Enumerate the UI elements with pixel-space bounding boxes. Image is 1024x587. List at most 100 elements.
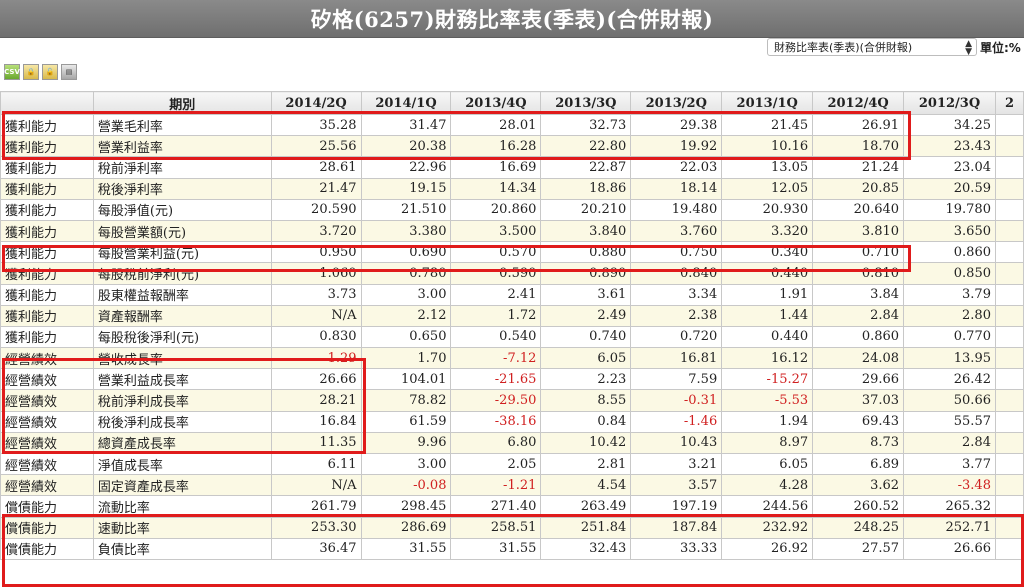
table-cell: -0.31 [630,389,723,412]
table-cell: 1.44 [721,304,814,327]
table-cell: 0.84 [540,410,632,433]
row-category: 獲利能力 [0,113,94,137]
table-row: 經營績效 營收成長率 -1.29 1.70 -7.12 6.05 16.81 16.12 24.… [0,347,1024,370]
page-title: 矽格(6257)財務比率表(季表)(合併財報) [310,6,714,32]
table-cell: 31.47 [360,113,452,137]
row-item-label: 每股稅前淨利(元) [92,262,272,285]
table-cell: 4.54 [540,474,632,497]
table-cell: 22.96 [360,156,452,179]
table-cell: 2.49 [540,304,632,327]
table-cell: 3.720 [270,219,362,243]
table-cell: 1.94 [721,410,814,433]
row-item-label: 每股營業額(元) [92,219,272,243]
lock-icon[interactable]: 🔒 [23,64,39,80]
header-period-col: 2012/3Q [903,91,996,115]
table-cell: 0.890 [540,262,632,285]
row-category: 經營績效 [0,347,94,370]
table-cell: 2.84 [812,304,905,327]
table-cell: 61.59 [360,410,452,433]
table-cell: 29.38 [630,113,723,137]
table-row: 獲利能力 每股營業額(元) 3.720 3.380 3.500 3.840 3.760 3.3… [0,219,1024,243]
table-cell: 26.42 [903,368,996,391]
table-cell-empty [994,410,1024,433]
table-cell: 1.91 [721,283,814,306]
table-cell: 3.77 [903,452,996,476]
table-cell: -38.16 [450,410,542,433]
table-cell: 0.440 [721,262,814,285]
table-cell: 2.80 [903,304,996,327]
table-cell-empty [994,262,1024,285]
table-row: 獲利能力 每股稅前淨利(元) 1.060 0.780 0.590 0.890 0.840 0.… [0,262,1024,285]
table-cell: 69.43 [812,410,905,433]
table-cell-empty [994,113,1024,137]
table-cell: 23.04 [903,156,996,179]
table-cell: 26.92 [721,537,814,560]
table-row: 獲利能力 每股稅後淨利(元) 0.830 0.650 0.540 0.740 0.720 0.… [0,325,1024,349]
table-cell: 0.850 [903,262,996,285]
table-cell: 0.590 [450,262,542,285]
report-type-select[interactable]: 財務比率表(季表)(合併財報) ▲ ▼ [767,38,977,57]
table-cell-empty [994,156,1024,179]
row-item-label: 營業利益率 [92,135,272,158]
row-item-label: 每股稅後淨利(元) [92,325,272,349]
row-item-label: 固定資產成長率 [92,474,272,497]
table-row: 獲利能力 每股淨值(元) 20.590 21.510 20.860 20.210 19.48… [0,198,1024,221]
table-cell: 1.72 [450,304,542,327]
table-cell-empty [994,516,1024,539]
table-cell: 2.84 [903,431,996,455]
header-category [0,91,94,115]
row-category: 經營績效 [0,474,94,497]
select-arrow-icon: ▲ ▼ [965,39,972,57]
table-cell: 3.810 [812,219,905,243]
table-cell: -21.65 [450,368,542,391]
csv-export-icon[interactable]: CSV [4,64,20,80]
row-item-label: 營業毛利率 [92,113,272,137]
table-cell: 22.03 [630,156,723,179]
row-item-label: 股東權益報酬率 [92,283,272,306]
table-cell: 14.34 [450,177,542,200]
table-cell-empty [994,325,1024,349]
row-category: 獲利能力 [0,283,94,306]
table-cell: 1.70 [360,347,452,370]
table-cell: -29.50 [450,389,542,412]
table-cell: 24.08 [812,347,905,370]
table-cell: 26.91 [812,113,905,137]
row-category: 經營績效 [0,389,94,412]
table-cell: 31.55 [450,537,542,560]
header-period-col: 2013/2Q [630,91,723,115]
table-cell: -1.29 [270,347,362,370]
table-cell: -5.53 [721,389,814,412]
table-cell: 20.640 [812,198,905,221]
row-category: 償債能力 [0,495,94,518]
table-cell: 12.05 [721,177,814,200]
row-item-label: 營業利益成長率 [92,368,272,391]
table-row: 償債能力 流動比率 261.79 298.45 271.40 263.49 197.19 24… [0,495,1024,518]
table-cell: 286.69 [360,516,452,539]
table-row: 獲利能力 營業利益率 25.56 20.38 16.28 22.80 19.92 10.16 1… [0,135,1024,158]
table-cell: 27.57 [812,537,905,560]
table-cell: 16.28 [450,135,542,158]
table-cell: 19.480 [630,198,723,221]
table-cell: 0.860 [903,241,996,264]
table-cell: -0.08 [360,474,452,497]
row-item-label: 流動比率 [92,495,272,518]
table-cell-empty [994,452,1024,476]
row-category: 獲利能力 [0,198,94,221]
unlock-icon[interactable]: 🔓 [42,64,58,80]
table-cell: 0.440 [721,325,814,349]
table-cell: 50.66 [903,389,996,412]
table-cell: 10.16 [721,135,814,158]
table-cell: 8.73 [812,431,905,455]
row-item-label: 稅前淨利率 [92,156,272,179]
table-cell: 36.47 [270,537,362,560]
table-cell-empty [994,283,1024,306]
table-row: 經營績效 稅後淨利成長率 16.84 61.59 -38.16 0.84 -1.46 1.94… [0,410,1024,433]
table-cell-empty [994,198,1024,221]
table-cell: 16.69 [450,156,542,179]
header-period: 期別 [92,91,272,115]
table-cell: 0.780 [360,262,452,285]
table-cell-empty [994,431,1024,455]
table-cell: 0.830 [270,325,362,349]
print-icon[interactable]: ▤ [61,64,77,80]
table-cell: 23.43 [903,135,996,158]
